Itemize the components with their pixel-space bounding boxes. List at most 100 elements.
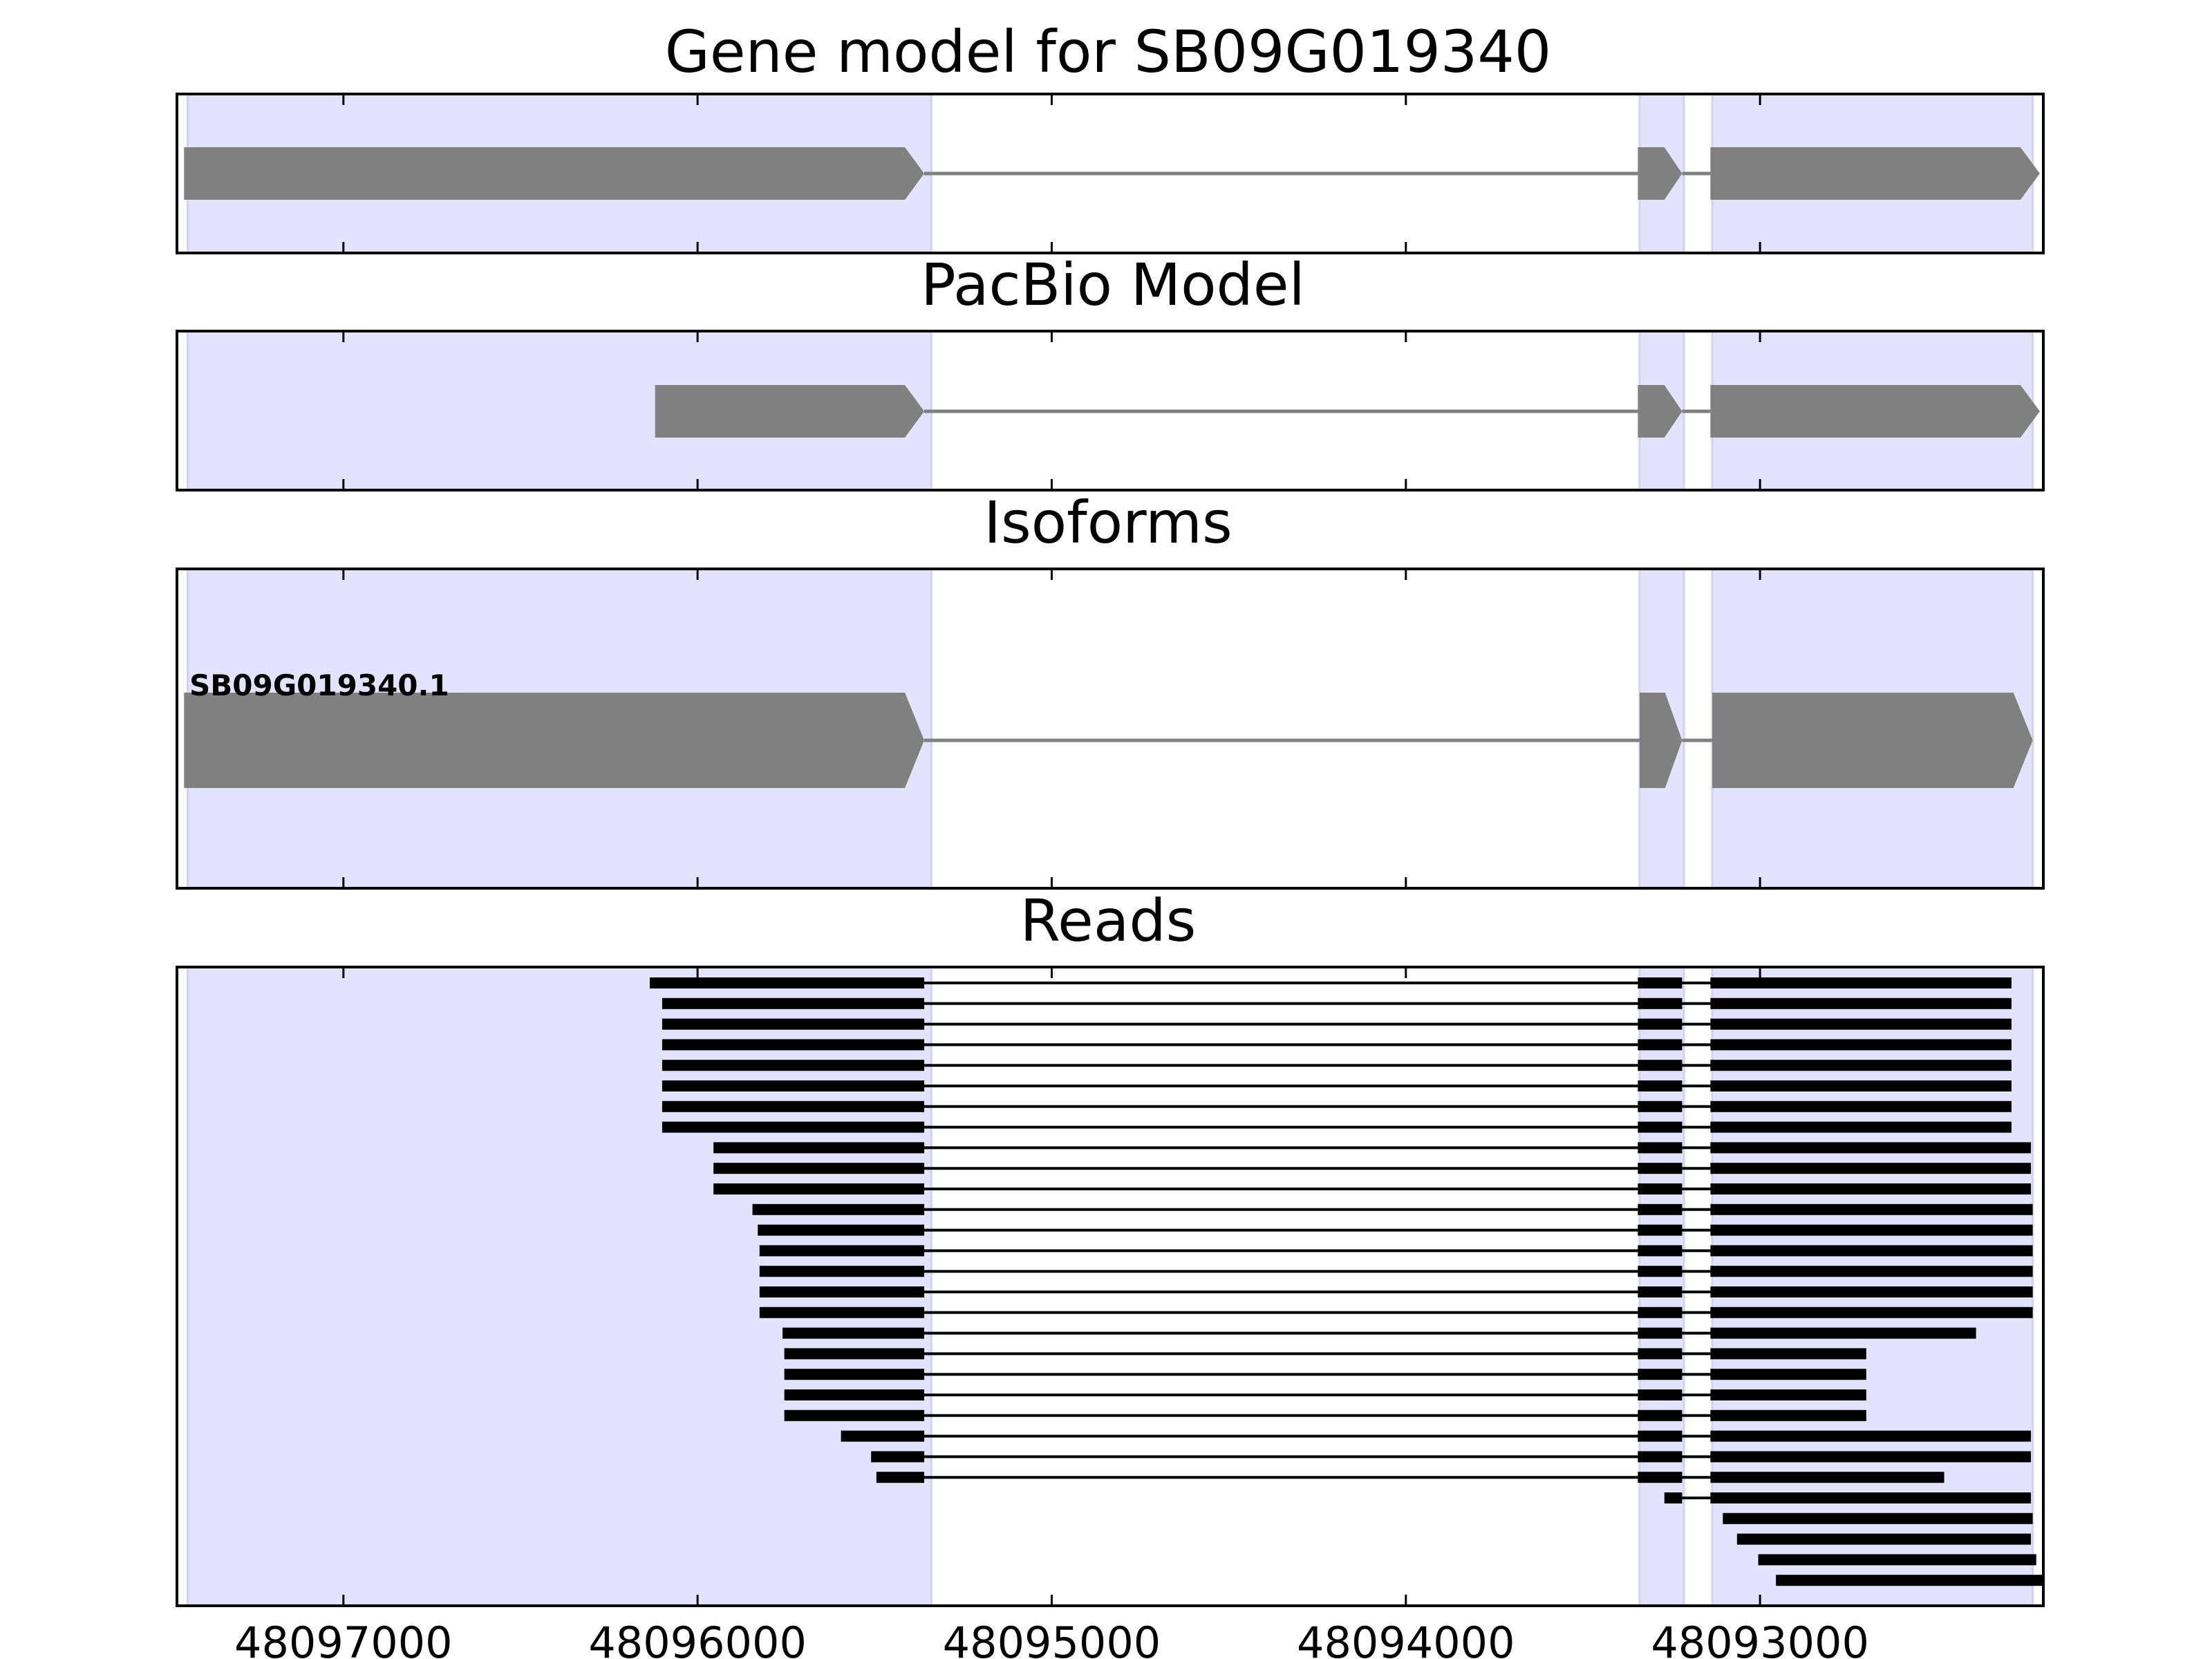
read-block: [1638, 1183, 1683, 1194]
read-block: [713, 1142, 925, 1154]
read-block: [1638, 1060, 1683, 1071]
read: [713, 1163, 2032, 1174]
read-block: [1638, 1039, 1683, 1051]
read-block: [758, 1224, 925, 1236]
read-block: [1710, 1245, 2033, 1257]
read-block: [1638, 1306, 1683, 1318]
read: [713, 1183, 2032, 1194]
exon-arrow: [1712, 693, 2033, 788]
read-block: [1638, 1224, 1683, 1236]
read: [871, 1451, 2032, 1463]
read-block: [1638, 997, 1683, 1009]
read-block: [1638, 1203, 1683, 1215]
read-block: [1710, 1121, 2012, 1133]
read-block: [1638, 1430, 1683, 1442]
read-block: [1710, 977, 2012, 988]
read-block: [841, 1430, 925, 1442]
read-block: [871, 1451, 925, 1463]
read-block: [759, 1306, 925, 1318]
read: [1723, 1512, 2033, 1524]
read: [782, 1327, 1976, 1339]
read-block: [1710, 1266, 2033, 1277]
read: [759, 1286, 2033, 1297]
exon-arrow: [1710, 385, 2040, 438]
read: [784, 1348, 1866, 1360]
panel-frame: [176, 966, 2045, 1607]
read-block: [1638, 1121, 1683, 1133]
read-block: [1710, 1080, 2012, 1091]
read-block: [1710, 1163, 2032, 1174]
reads-track: [649, 977, 2043, 1586]
read-block: [1776, 1575, 2043, 1586]
read-block: [1710, 1389, 1866, 1400]
read-block: [649, 977, 925, 988]
read-block: [784, 1348, 925, 1360]
x-tick-label: 48094000: [1297, 1618, 1515, 1659]
x-ticks: [342, 967, 1761, 1606]
pacbio-model-track: [655, 385, 2040, 438]
read-block: [752, 1203, 925, 1215]
read-block: [1638, 1286, 1683, 1297]
read: [662, 1121, 2012, 1133]
read-block: [1638, 1472, 1683, 1483]
read: [784, 1389, 1866, 1400]
exon-arrow: [1710, 147, 2040, 200]
exon-arrow: [184, 693, 925, 788]
panel-isoforms: Isoforms SB09G019340.1: [176, 489, 2045, 890]
panel-frame: [176, 93, 2045, 254]
read-block: [1710, 1409, 1866, 1421]
read-block: [713, 1183, 925, 1194]
read: [1736, 1533, 2032, 1545]
read-block: [1710, 1060, 2012, 1071]
read-block: [1758, 1554, 2036, 1566]
read-block: [1710, 1142, 2032, 1154]
x-tick-label: 48093000: [1651, 1618, 1869, 1659]
panel-frame: [176, 330, 2045, 491]
read: [662, 997, 2012, 1009]
read-block: [662, 1080, 925, 1091]
read-block: [759, 1266, 925, 1277]
read-block: [1710, 1451, 2032, 1463]
read-block: [662, 1100, 925, 1112]
read: [758, 1224, 2033, 1236]
panel-gene-model: Gene model for SB09G019340: [176, 18, 2045, 254]
read-block: [1638, 1451, 1683, 1463]
isoform-label: SB09G019340.1: [189, 668, 449, 702]
x-tick-label: 48097000: [234, 1618, 453, 1659]
read-block: [1638, 1018, 1683, 1030]
exon-arrow: [1639, 693, 1683, 788]
read-block: [1638, 1266, 1683, 1277]
exon-arrow: [655, 385, 925, 438]
read-block: [1638, 1245, 1683, 1257]
exon-arrow: [1638, 147, 1683, 200]
read: [649, 977, 2012, 988]
read-block: [876, 1472, 925, 1483]
x-axis-tick-labels: 48097000 48096000 48095000 48094000 4809…: [234, 1618, 1869, 1659]
read: [662, 1080, 2012, 1091]
read-block: [1638, 1080, 1683, 1091]
read-block: [662, 1039, 925, 1051]
read: [759, 1266, 2033, 1277]
read-block: [662, 1121, 925, 1133]
exon-arrow: [1638, 385, 1683, 438]
read-block: [1710, 1327, 1976, 1339]
read-block: [1710, 1203, 2033, 1215]
x-ticks: [342, 94, 1761, 253]
read-block: [1710, 1100, 2012, 1112]
panel-title-pacbio-model: PacBio Model: [921, 251, 1305, 319]
read-block: [1638, 1409, 1683, 1421]
read-block: [759, 1245, 925, 1257]
read: [759, 1306, 2033, 1318]
read-block: [1736, 1533, 2032, 1545]
gene-model-track: [184, 147, 2040, 200]
read-block: [1638, 1100, 1683, 1112]
read-block: [1710, 1492, 2032, 1503]
read-block: [1638, 1163, 1683, 1174]
read: [662, 1100, 2012, 1112]
read: [1664, 1492, 2032, 1503]
read-block: [1723, 1512, 2033, 1524]
read: [841, 1430, 2032, 1442]
panel-pacbio-model: PacBio Model: [176, 251, 2045, 491]
read: [1758, 1554, 2036, 1566]
